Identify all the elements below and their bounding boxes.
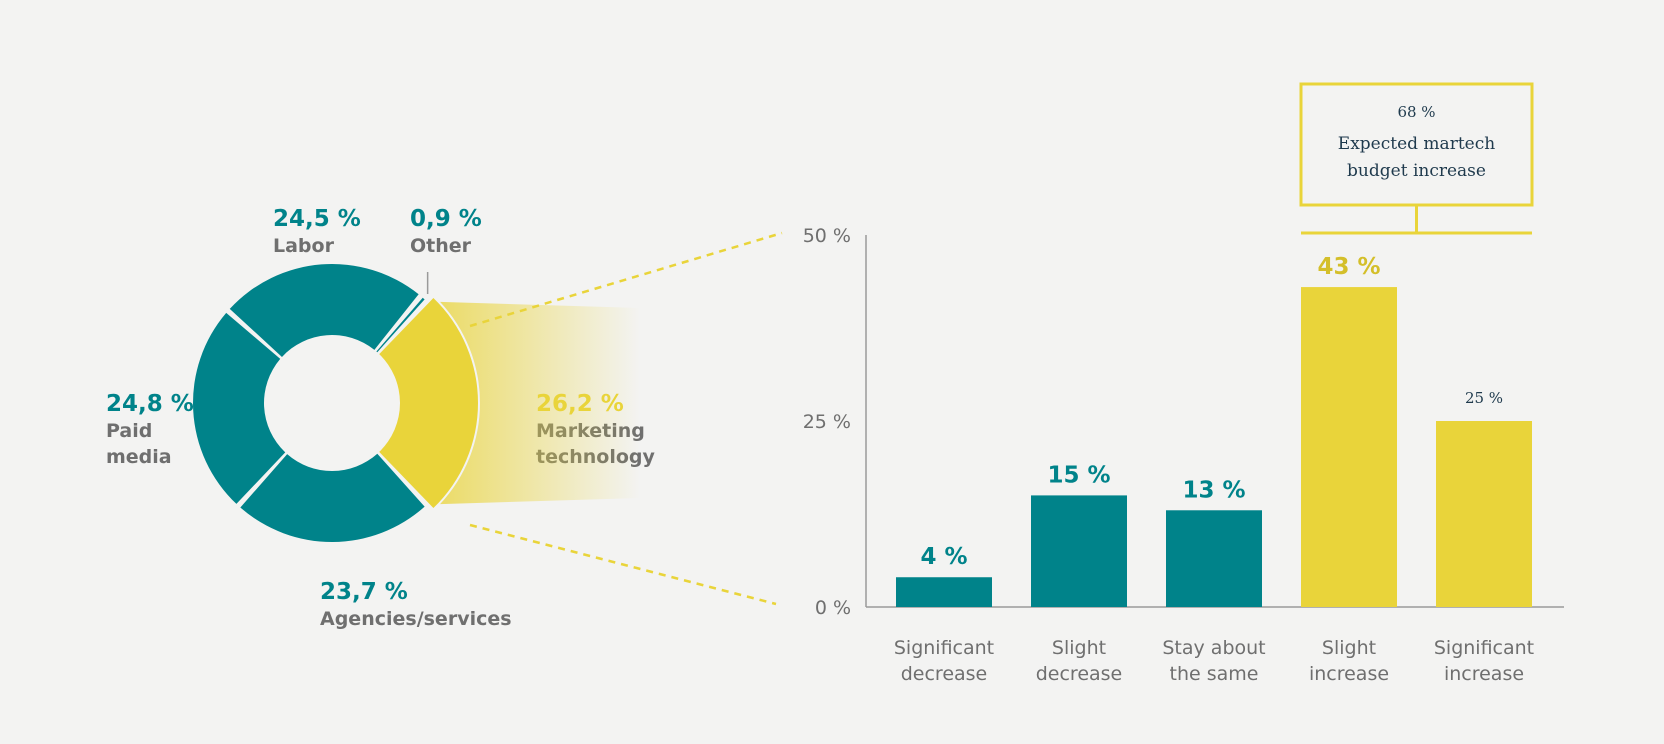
donut-category-label: Labor — [273, 235, 335, 257]
donut-category-label: Paid — [106, 420, 152, 442]
x-category-label: Significant — [1434, 637, 1534, 659]
x-category-label: the same — [1170, 663, 1259, 685]
donut-to-bar-connector — [440, 231, 783, 606]
donut-value-label: 24,5 % — [273, 206, 361, 232]
bar-value-label: 13 % — [1182, 477, 1245, 503]
x-category-label: Slight — [1322, 637, 1376, 659]
donut-slice-marketing-technology — [379, 297, 478, 509]
x-category-label: Slight — [1052, 637, 1106, 659]
bar — [1436, 421, 1532, 607]
bar-value-label: 25 % — [1465, 389, 1503, 407]
x-category-label: decrease — [1036, 663, 1123, 685]
bar-chart: 0 % 25 % 50 % 4 % Significant decrease 15 % Sli… — [803, 82, 1564, 685]
x-category-label: decrease — [901, 663, 988, 685]
donut-slice-labor — [229, 263, 419, 357]
donut-value-label: 24,8 % — [106, 391, 194, 417]
donut-slice-agencies-services — [240, 453, 425, 542]
x-category-label: increase — [1444, 663, 1524, 685]
callout-box — [1299, 82, 1534, 207]
bar — [1031, 495, 1127, 607]
y-tick-label: 25 % — [803, 411, 851, 433]
x-category-label: Significant — [894, 637, 994, 659]
callout-value: 68 % — [1397, 103, 1435, 121]
y-tick-label: 50 % — [803, 225, 851, 247]
bar-value-label: 15 % — [1047, 462, 1110, 488]
bar — [1166, 510, 1262, 607]
donut-slice-paid-media — [193, 312, 286, 504]
y-tick-label: 0 % — [815, 597, 851, 619]
donut-category-label: media — [106, 446, 172, 468]
bar — [896, 577, 992, 607]
bar-value-label: 4 % — [920, 544, 967, 570]
callout-text: budget increase — [1347, 161, 1486, 181]
donut-value-label: 0,9 % — [410, 206, 482, 232]
connector-line-top — [469, 231, 783, 328]
x-category-label: increase — [1309, 663, 1389, 685]
callout-text: Expected martech — [1338, 134, 1495, 154]
bar-value-label: 43 % — [1317, 254, 1380, 280]
donut-value-label: 23,7 % — [320, 579, 408, 605]
x-category-label: Stay about — [1162, 637, 1265, 659]
connector-fade — [440, 301, 640, 505]
connector-line-bottom — [469, 523, 777, 606]
donut-slice-other — [376, 297, 425, 353]
donut-category-label: Other — [410, 235, 472, 257]
bar — [1301, 287, 1397, 607]
donut-category-label: Agencies/services — [320, 608, 512, 630]
